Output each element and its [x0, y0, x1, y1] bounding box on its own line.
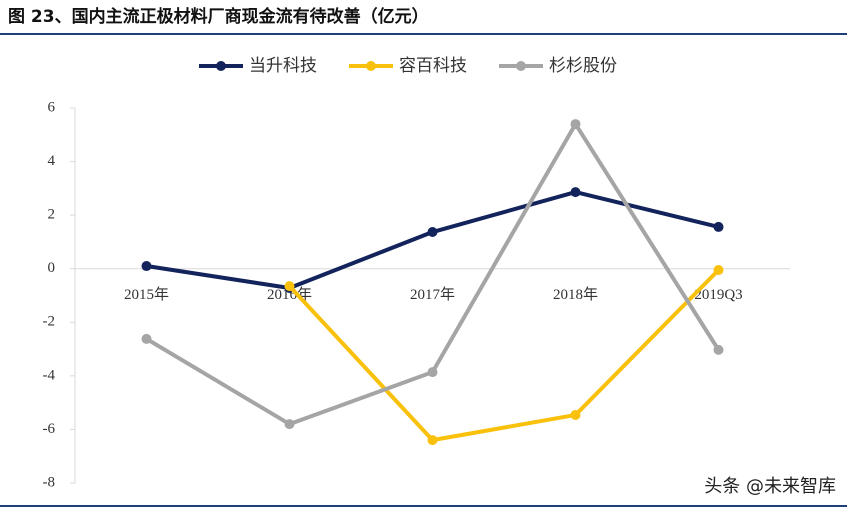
legend-label: 杉杉股份 [549, 56, 617, 76]
y-tick-label: 0 [48, 260, 56, 276]
point [427, 435, 438, 446]
series-line [288, 268, 720, 443]
chart-title: 图 23、国内主流正极材料厂商现金流有待改善（亿元） [8, 6, 429, 27]
point [427, 227, 438, 238]
watermark: 头条 @未来智库 [704, 476, 836, 497]
y-tick-label: -4 [43, 367, 56, 383]
point [284, 419, 295, 430]
y-tick-label: 4 [48, 153, 56, 169]
y-tick-label: -8 [43, 474, 56, 490]
series-line [146, 190, 719, 290]
x-tick-label: 2019Q3 [694, 287, 742, 303]
point [570, 187, 581, 198]
legend-label: 容百科技 [399, 56, 467, 76]
y-tick-label: -2 [43, 314, 56, 330]
x-tick-label: 2018年 [553, 286, 598, 303]
x-tick-label: 2015年 [124, 286, 169, 303]
y-tick-label: 2 [48, 207, 56, 223]
point [570, 119, 581, 130]
point [713, 265, 724, 276]
point [713, 344, 724, 355]
point [713, 221, 724, 232]
legend-label: 当升科技 [249, 56, 317, 76]
legend-marker [216, 61, 226, 71]
legend-marker [366, 61, 376, 71]
series-line [145, 122, 721, 427]
point [284, 281, 295, 292]
y-tick-label: 6 [48, 99, 56, 115]
legend-marker [516, 61, 526, 71]
point [141, 333, 152, 344]
y-tick-label: -6 [43, 421, 56, 437]
point [141, 261, 152, 272]
x-tick-label: 2017年 [410, 286, 455, 303]
point [427, 367, 438, 378]
point [570, 409, 581, 420]
